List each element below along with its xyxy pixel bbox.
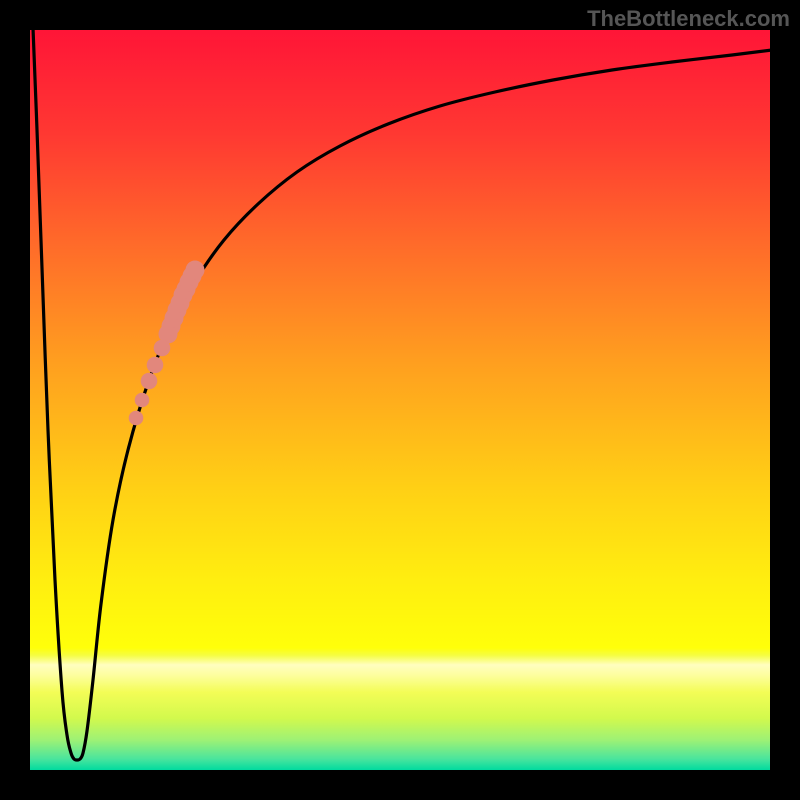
- data-marker: [154, 340, 171, 357]
- data-marker: [135, 393, 150, 408]
- data-marker: [147, 357, 164, 374]
- chart-svg: [0, 0, 800, 800]
- data-marker: [141, 373, 158, 390]
- watermark-text: TheBottleneck.com: [587, 6, 790, 32]
- data-marker: [186, 261, 205, 280]
- data-marker: [129, 411, 144, 426]
- chart-container: TheBottleneck.com: [0, 0, 800, 800]
